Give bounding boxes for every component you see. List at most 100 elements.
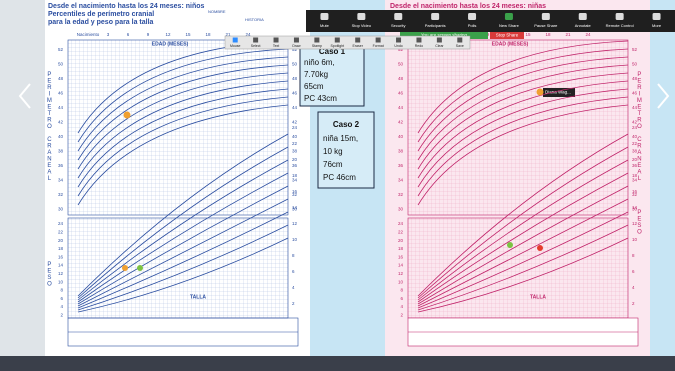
axis-label: EDAD (MESES): [492, 41, 529, 47]
y-tick-label: 20: [292, 157, 298, 162]
y-tick-label: 8: [400, 288, 403, 293]
sharing-status-text: You are screen sharing: [421, 33, 468, 38]
tool-icon[interactable]: [375, 37, 381, 43]
percentile-curve: [77, 64, 289, 161]
y-tick-label: 24: [58, 221, 64, 226]
annotation-stamp: [122, 265, 128, 271]
percentile-curve: [77, 80, 289, 179]
toolbar-icon[interactable]: [578, 13, 587, 20]
tool-icon[interactable]: [232, 37, 238, 43]
axis-title: PERIMETRO CRANEAL: [636, 72, 642, 183]
toolbar-button-label[interactable]: New Share: [499, 23, 520, 28]
toolbar-button-label[interactable]: Stop Video: [352, 23, 372, 28]
tool-label[interactable]: Format: [373, 44, 384, 48]
toolbar-icon[interactable]: [652, 13, 661, 20]
sharing-status: [400, 32, 488, 39]
tool-icon[interactable]: [293, 37, 299, 43]
percentile-curve: [77, 198, 289, 307]
tool-icon[interactable]: [355, 37, 361, 43]
y-tick-label: 12: [58, 271, 64, 276]
girls-chart: Desde el nacimiento hasta los 24 meses: …: [385, 0, 650, 356]
toolbar-button-label[interactable]: Security: [391, 23, 405, 28]
prev-arrow[interactable]: [18, 83, 31, 109]
toolbar-icon[interactable]: [468, 13, 477, 20]
x-tick-label: 21: [565, 32, 571, 37]
x-tick-label: 21: [225, 32, 231, 37]
tool-label[interactable]: Spotlight: [330, 44, 344, 48]
tool-label[interactable]: Undo: [394, 44, 402, 48]
y-tick-label: 44: [398, 105, 404, 110]
y-tick-label: 6: [400, 296, 403, 301]
x-tick-label: 18: [205, 32, 211, 37]
y-tick-label: 48: [58, 76, 64, 81]
case-line: niña 15m,: [323, 134, 358, 143]
toolbar-button-label[interactable]: Annotate: [575, 23, 592, 28]
tool-icon[interactable]: [436, 37, 442, 43]
tool-label[interactable]: Eraser: [353, 44, 364, 48]
toolbar-button-label[interactable]: Participants: [425, 23, 446, 28]
y-tick-label: 18: [632, 173, 638, 178]
tool-label[interactable]: Text: [273, 44, 279, 48]
y-tick-label: 42: [398, 120, 404, 125]
annotation-toolbar: [224, 35, 471, 50]
toolbar-button-label[interactable]: Remote Control: [606, 23, 634, 28]
tool-label[interactable]: Clear: [435, 44, 444, 48]
y-tick-label: 32: [292, 192, 298, 197]
tool-label[interactable]: Save: [456, 44, 464, 48]
stop-share-text[interactable]: Stop Share: [496, 33, 519, 38]
y-tick-label: 2: [400, 312, 403, 317]
y-tick-label: 6: [632, 269, 635, 274]
case-title: Caso 2: [333, 120, 360, 129]
y-tick-label: 50: [632, 62, 638, 67]
toolbar-icon[interactable]: [320, 13, 329, 20]
y-tick-label: 18: [292, 173, 298, 178]
y-tick-label: 24: [398, 221, 404, 226]
y-tick-label: 52: [398, 47, 404, 52]
y-tick-label: 36: [292, 163, 298, 168]
tool-label[interactable]: Draw: [292, 44, 301, 48]
y-tick-label: 10: [292, 237, 298, 242]
tool-icon[interactable]: [314, 37, 320, 43]
toolbar-button-label[interactable]: Mute: [320, 23, 330, 28]
percentile-curve: [417, 104, 629, 206]
chart-subtitle: para la edad y peso para la talla: [48, 19, 154, 26]
percentile-curve: [417, 72, 629, 170]
tool-icon[interactable]: [457, 37, 463, 43]
annotation-stamp: [536, 88, 544, 96]
axis-label: TALLA: [530, 294, 546, 300]
y-tick-label: 16: [632, 189, 638, 194]
tool-icon[interactable]: [334, 37, 340, 43]
tool-label[interactable]: Mouse: [230, 44, 241, 48]
toolbar-button-label[interactable]: Pause Share: [534, 23, 558, 28]
y-tick-label: 46: [292, 91, 298, 96]
percentile-curve: [417, 185, 629, 305]
y-tick-label: 12: [398, 271, 404, 276]
toolbar-icon[interactable]: [357, 13, 366, 20]
tool-icon[interactable]: [253, 37, 259, 43]
percentile-curve: [77, 159, 289, 301]
tool-label[interactable]: Stamp: [312, 44, 322, 48]
next-arrow[interactable]: [657, 83, 670, 109]
toolbar-icon[interactable]: [394, 13, 403, 20]
boys-chart: Desde el nacimiento hasta los 24 meses: …: [45, 0, 310, 356]
toolbar-icon[interactable]: [541, 13, 550, 20]
toolbar-icon[interactable]: [431, 13, 440, 20]
y-tick-label: 32: [58, 192, 64, 197]
annotation-stamp: [123, 111, 131, 119]
x-tick-label: 15: [185, 32, 191, 37]
y-tick-label: 24: [292, 125, 298, 130]
stop-share-button[interactable]: [490, 32, 524, 39]
y-tick-label: 22: [398, 229, 404, 234]
tool-label[interactable]: Select: [251, 44, 261, 48]
toolbar-icon[interactable]: [504, 13, 513, 20]
toolbar-button-label[interactable]: More: [652, 23, 662, 28]
tool-icon[interactable]: [416, 37, 422, 43]
toolbar-button-label[interactable]: Polls: [468, 23, 477, 28]
x-tick-label: Nacimiento: [77, 32, 100, 37]
y-tick-label: 10: [398, 279, 404, 284]
toolbar-icon[interactable]: [615, 13, 624, 20]
tool-icon[interactable]: [273, 37, 279, 43]
tool-icon[interactable]: [396, 37, 402, 43]
tool-label[interactable]: Redo: [415, 44, 423, 48]
record-label: HISTORIA: [245, 17, 264, 22]
